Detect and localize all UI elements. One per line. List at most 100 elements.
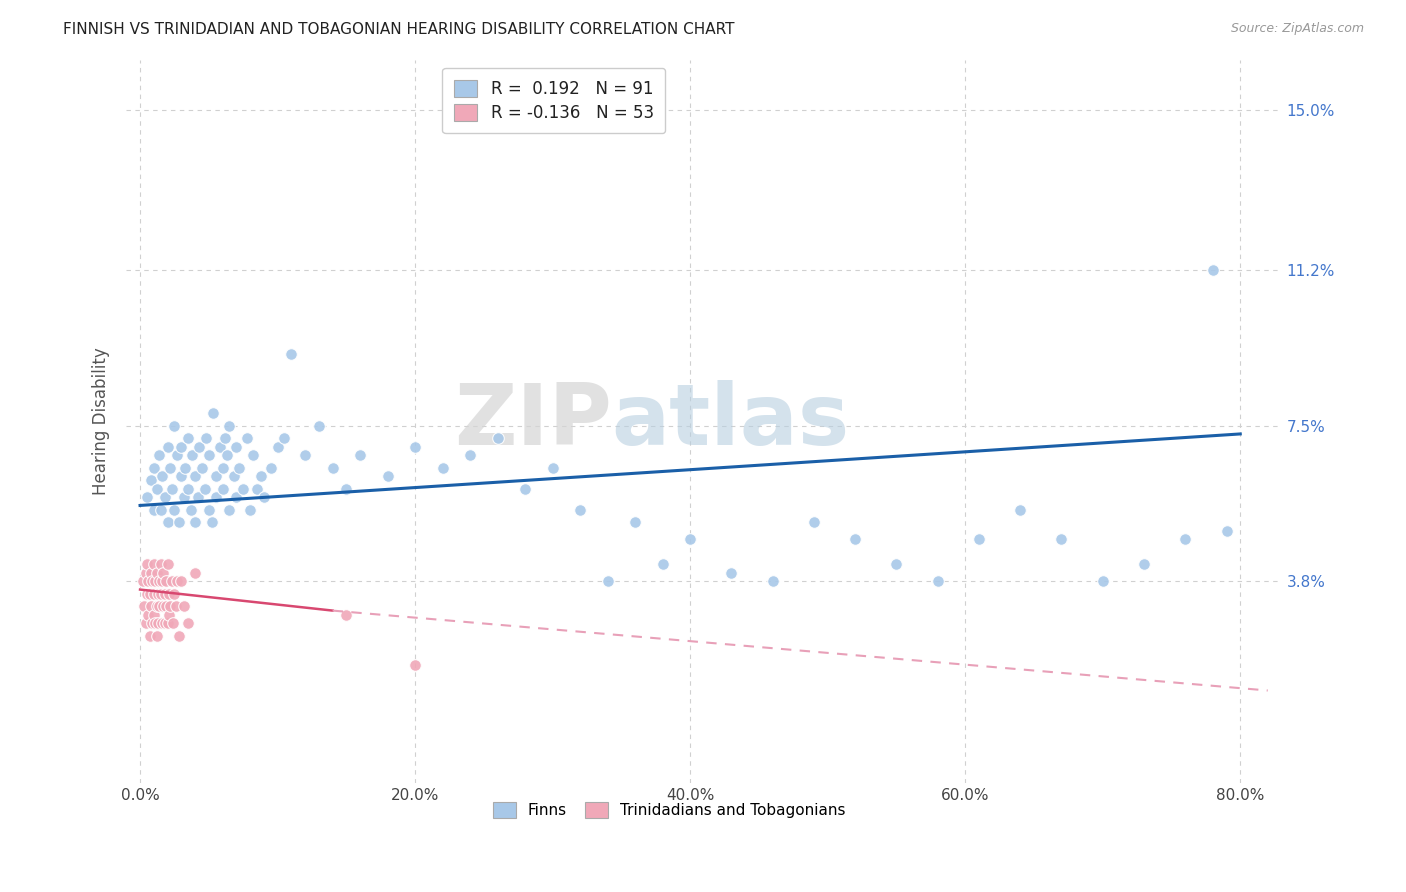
Point bbox=[215, 448, 238, 462]
Point bbox=[174, 460, 197, 475]
Point bbox=[157, 607, 180, 622]
Point bbox=[191, 460, 214, 475]
Point bbox=[180, 502, 202, 516]
Point bbox=[187, 490, 209, 504]
Point bbox=[218, 418, 240, 433]
Text: atlas: atlas bbox=[612, 380, 849, 463]
Point bbox=[152, 599, 174, 614]
Point bbox=[160, 574, 183, 589]
Point bbox=[148, 448, 170, 462]
Y-axis label: Hearing Disability: Hearing Disability bbox=[93, 348, 110, 495]
Point bbox=[136, 558, 159, 572]
Point bbox=[184, 515, 207, 529]
Point bbox=[146, 587, 169, 601]
Point bbox=[141, 616, 163, 631]
Point bbox=[145, 599, 167, 614]
Point bbox=[173, 490, 195, 504]
Point bbox=[167, 629, 190, 643]
Point bbox=[541, 460, 564, 475]
Point bbox=[513, 482, 536, 496]
Point bbox=[1202, 263, 1225, 277]
Point bbox=[250, 469, 273, 483]
Point bbox=[138, 587, 160, 601]
Point bbox=[149, 587, 172, 601]
Point bbox=[458, 448, 481, 462]
Point bbox=[404, 440, 426, 454]
Point bbox=[156, 440, 179, 454]
Point bbox=[159, 460, 181, 475]
Point bbox=[651, 558, 673, 572]
Point bbox=[273, 431, 295, 445]
Point bbox=[145, 566, 167, 580]
Point bbox=[142, 502, 165, 516]
Point bbox=[236, 431, 259, 445]
Point bbox=[159, 599, 181, 614]
Point bbox=[232, 482, 254, 496]
Text: Source: ZipAtlas.com: Source: ZipAtlas.com bbox=[1230, 22, 1364, 36]
Point bbox=[177, 431, 200, 445]
Point bbox=[181, 448, 204, 462]
Point bbox=[177, 616, 200, 631]
Point bbox=[486, 431, 509, 445]
Point bbox=[204, 469, 226, 483]
Point bbox=[184, 566, 207, 580]
Point bbox=[150, 574, 173, 589]
Legend: Finns, Trinidadians and Tobagonians: Finns, Trinidadians and Tobagonians bbox=[485, 795, 853, 826]
Point bbox=[294, 448, 316, 462]
Point bbox=[146, 616, 169, 631]
Point bbox=[153, 616, 176, 631]
Point bbox=[139, 473, 162, 487]
Point bbox=[156, 515, 179, 529]
Point bbox=[163, 418, 186, 433]
Point bbox=[200, 515, 222, 529]
Point bbox=[136, 607, 159, 622]
Point bbox=[156, 558, 179, 572]
Point bbox=[335, 482, 357, 496]
Point bbox=[1133, 558, 1156, 572]
Point bbox=[132, 574, 155, 589]
Point bbox=[162, 616, 184, 631]
Point bbox=[886, 558, 908, 572]
Point bbox=[208, 440, 231, 454]
Point bbox=[211, 482, 233, 496]
Point bbox=[170, 574, 193, 589]
Point bbox=[260, 460, 283, 475]
Point bbox=[166, 448, 188, 462]
Text: FINNISH VS TRINIDADIAN AND TOBAGONIAN HEARING DISABILITY CORRELATION CHART: FINNISH VS TRINIDADIAN AND TOBAGONIAN HE… bbox=[63, 22, 735, 37]
Point bbox=[165, 599, 187, 614]
Point bbox=[163, 502, 186, 516]
Point bbox=[143, 616, 166, 631]
Point bbox=[188, 440, 211, 454]
Point bbox=[198, 502, 221, 516]
Point bbox=[135, 616, 157, 631]
Point bbox=[157, 587, 180, 601]
Point bbox=[152, 566, 174, 580]
Point bbox=[1091, 574, 1114, 589]
Point bbox=[156, 616, 179, 631]
Point bbox=[377, 469, 399, 483]
Point bbox=[349, 448, 371, 462]
Point bbox=[167, 515, 190, 529]
Point bbox=[135, 566, 157, 580]
Point bbox=[222, 469, 245, 483]
Point bbox=[148, 574, 170, 589]
Point bbox=[404, 658, 426, 673]
Point bbox=[266, 440, 288, 454]
Point bbox=[170, 440, 193, 454]
Point bbox=[228, 460, 250, 475]
Point bbox=[803, 515, 825, 529]
Point bbox=[214, 431, 236, 445]
Point bbox=[322, 460, 344, 475]
Point bbox=[624, 515, 647, 529]
Point bbox=[246, 482, 269, 496]
Point bbox=[335, 607, 357, 622]
Point bbox=[242, 448, 264, 462]
Point bbox=[198, 448, 221, 462]
Point bbox=[218, 502, 240, 516]
Point bbox=[679, 532, 702, 546]
Point bbox=[136, 574, 159, 589]
Point bbox=[1010, 502, 1032, 516]
Point bbox=[1050, 532, 1073, 546]
Point bbox=[139, 599, 162, 614]
Point bbox=[149, 558, 172, 572]
